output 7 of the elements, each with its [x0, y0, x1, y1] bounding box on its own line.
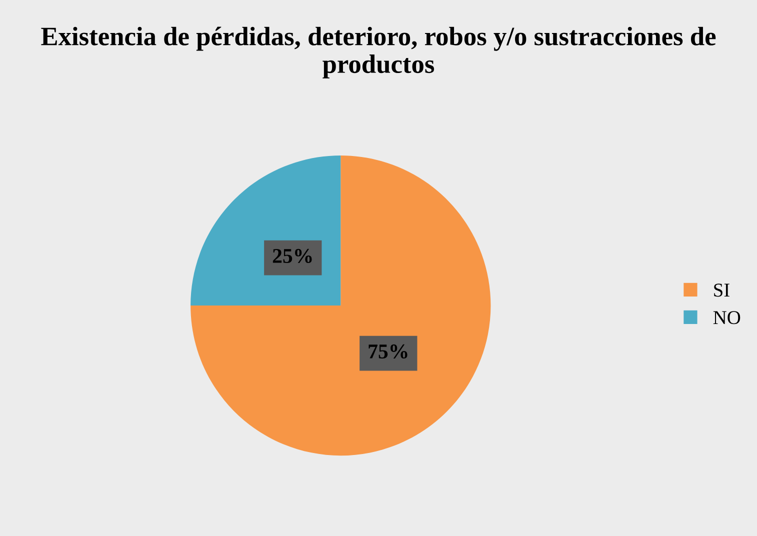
data-label: 75% [368, 344, 408, 359]
legend-label: SI [714, 284, 730, 297]
data-label: 25% [272, 248, 312, 264]
chart-title: Existencia de pérdidas, deterioro, robos y/o sustracciones de productos [41, 26, 716, 78]
pie-slice [190, 155, 491, 456]
pie-slice [190, 155, 341, 306]
legend-label: NO [713, 311, 740, 324]
